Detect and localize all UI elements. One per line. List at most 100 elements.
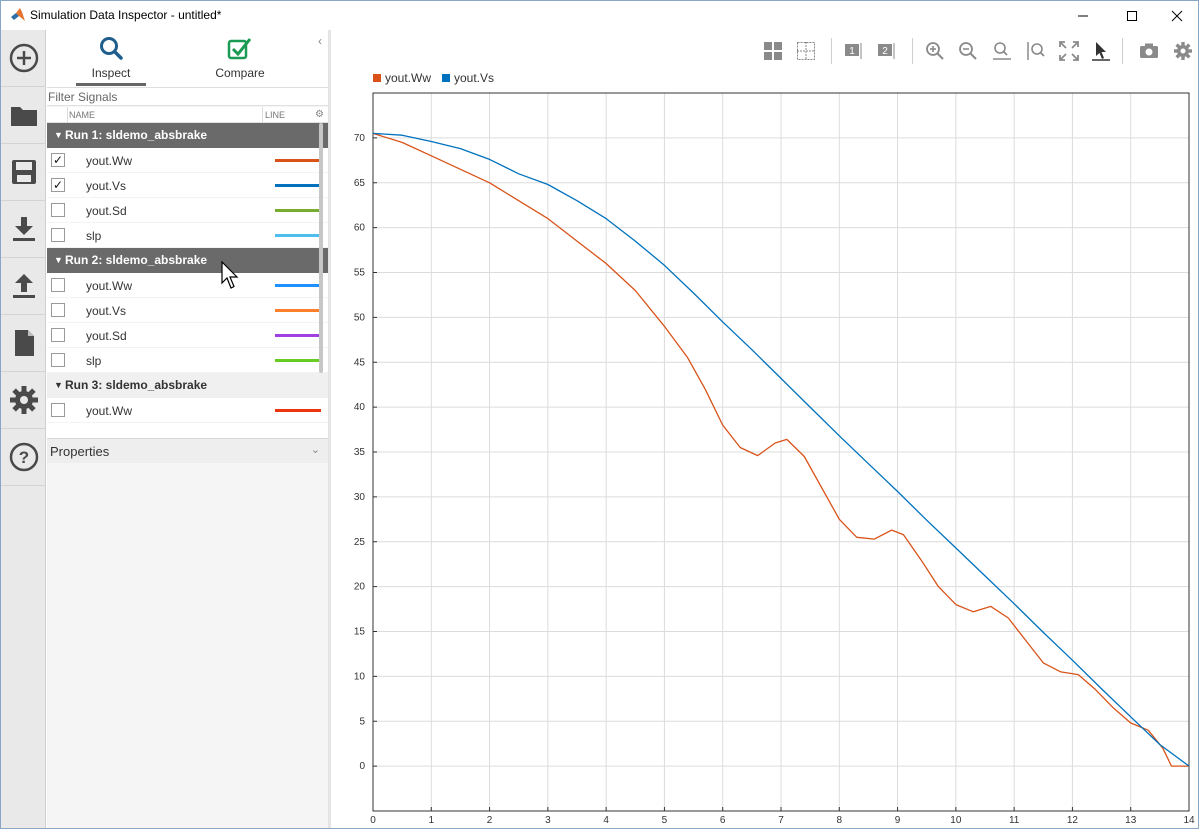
download-icon	[12, 217, 35, 241]
toolbar-divider	[912, 38, 913, 64]
visual-settings-button[interactable]	[1171, 39, 1195, 63]
expand-caret-icon[interactable]: ▼	[54, 130, 63, 140]
signal-checkbox[interactable]	[51, 203, 65, 217]
line-color-swatch[interactable]	[275, 359, 321, 362]
line-color-swatch[interactable]	[275, 284, 321, 287]
signal-row[interactable]: yout.Ww	[47, 398, 328, 423]
svg-text:2: 2	[882, 46, 888, 57]
window-title: Simulation Data Inspector - untitled*	[30, 8, 222, 22]
left-rail: ?	[1, 30, 46, 828]
panel-splitter[interactable]	[328, 30, 331, 828]
run-header-1[interactable]: ▼ Run 1: sldemo_absbrake	[47, 123, 328, 148]
signal-row[interactable]: yout.Sd	[47, 198, 328, 223]
signal-checkbox[interactable]	[51, 353, 65, 367]
filter-signals-input[interactable]: Filter Signals	[47, 88, 328, 106]
help-button[interactable]: ?	[1, 429, 46, 486]
signal-checkbox[interactable]: ✓	[51, 178, 65, 192]
line-color-swatch[interactable]	[275, 159, 321, 162]
two-cursors-button[interactable]: 2	[874, 39, 898, 63]
series-line-yout-ww[interactable]	[372, 132, 1189, 767]
close-button[interactable]	[1154, 1, 1199, 30]
preferences-button[interactable]	[1, 372, 46, 429]
signal-name: yout.Sd	[86, 329, 127, 343]
properties-header[interactable]: Properties ⌄	[47, 438, 328, 463]
one-cursor-button[interactable]: 1	[841, 39, 865, 63]
report-button[interactable]	[1, 315, 46, 372]
maximize-button[interactable]	[1109, 1, 1155, 30]
line-color-swatch[interactable]	[275, 184, 321, 187]
zoom-x-icon	[993, 42, 1011, 60]
minimize-button[interactable]	[1060, 1, 1106, 30]
legend-item[interactable]: yout.Ww	[373, 71, 431, 85]
legend-item[interactable]: yout.Vs	[442, 71, 494, 85]
help-icon: ?	[9, 442, 38, 472]
grid-cursor-button[interactable]	[794, 39, 818, 63]
x-tick-label: 0	[370, 815, 376, 826]
y-tick-label: 45	[354, 357, 366, 368]
tab-bar: Inspect Compare ‹	[47, 30, 328, 88]
export-button[interactable]	[1, 258, 46, 315]
column-settings-gear-icon[interactable]: ⚙	[315, 109, 324, 120]
signal-name: yout.Vs	[86, 179, 127, 193]
plot-toolbar: 1 2	[331, 30, 1198, 70]
upload-icon	[12, 274, 35, 298]
import-button[interactable]	[1, 201, 46, 258]
zoom-y-button[interactable]	[1024, 39, 1048, 63]
column-name-header: NAME	[69, 110, 96, 120]
y-tick-label: 10	[354, 671, 366, 682]
run-header-3[interactable]: ▼ Run 3: sldemo_absbrake	[47, 373, 328, 398]
signal-list-scrollbar[interactable]	[319, 123, 323, 373]
signal-checkbox[interactable]	[51, 403, 65, 417]
signal-name: slp	[86, 354, 102, 368]
new-session-button[interactable]	[1, 30, 46, 87]
line-color-swatch[interactable]	[275, 209, 321, 212]
signal-panel: Inspect Compare ‹ Filter Signals NAME LI…	[47, 30, 328, 828]
expand-caret-icon[interactable]: ▼	[54, 380, 63, 390]
signal-row[interactable]: yout.Ww	[47, 273, 328, 298]
expand-caret-icon[interactable]: ▼	[54, 255, 63, 265]
save-button[interactable]	[1, 144, 46, 201]
x-tick-label: 10	[950, 815, 962, 826]
signal-row[interactable]: yout.Vs	[47, 298, 328, 323]
line-color-swatch[interactable]	[275, 309, 321, 312]
signal-row[interactable]: ✓ yout.Ww	[47, 148, 328, 173]
open-button[interactable]	[1, 87, 46, 144]
signal-name: yout.Ww	[86, 404, 133, 418]
svg-text:?: ?	[18, 448, 28, 467]
zoom-out-button[interactable]	[956, 39, 980, 63]
document-icon	[14, 330, 34, 356]
run-label: Run 3: sldemo_absbrake	[65, 378, 208, 392]
signal-row[interactable]: slp	[47, 223, 328, 248]
tab-inspect[interactable]: Inspect	[61, 34, 161, 86]
layout-button[interactable]	[761, 39, 785, 63]
signal-checkbox[interactable]: ✓	[51, 153, 65, 167]
chevron-down-icon[interactable]: ⌄	[310, 444, 320, 456]
signal-plot[interactable]: 0 1 2 3 4 5 6 7 8 9 10 11 12 13 1405101520253035404550…	[331, 70, 1198, 828]
pointer-button[interactable]	[1089, 39, 1113, 63]
run-header-2[interactable]: ▼ Run 2: sldemo_absbrake	[47, 248, 328, 273]
signal-checkbox[interactable]	[51, 228, 65, 242]
signal-checkbox[interactable]	[51, 328, 65, 342]
snapshot-button[interactable]	[1137, 39, 1161, 63]
zoom-in-button[interactable]	[923, 39, 947, 63]
settings-gear-icon	[9, 386, 38, 414]
layout-grid-icon	[764, 42, 782, 60]
series-line-yout-vs[interactable]	[372, 132, 1190, 767]
signal-name: yout.Vs	[86, 304, 127, 318]
signal-row[interactable]: ✓ yout.Vs	[47, 173, 328, 198]
line-color-swatch[interactable]	[275, 234, 321, 237]
line-color-swatch[interactable]	[275, 409, 321, 412]
fit-to-view-button[interactable]	[1057, 39, 1081, 63]
signal-checkbox[interactable]	[51, 278, 65, 292]
collapse-panel-chevron-icon[interactable]: ‹	[318, 34, 322, 48]
zoom-x-button[interactable]	[990, 39, 1014, 63]
x-tick-label: 5	[662, 815, 668, 826]
signal-row[interactable]: slp	[47, 348, 328, 373]
signal-row[interactable]: yout.Sd	[47, 323, 328, 348]
zoom-y-icon	[1027, 42, 1045, 60]
svg-text:1: 1	[849, 46, 855, 57]
y-tick-label: 50	[354, 312, 366, 323]
signal-checkbox[interactable]	[51, 303, 65, 317]
tab-compare[interactable]: Compare	[190, 34, 290, 86]
line-color-swatch[interactable]	[275, 334, 321, 337]
